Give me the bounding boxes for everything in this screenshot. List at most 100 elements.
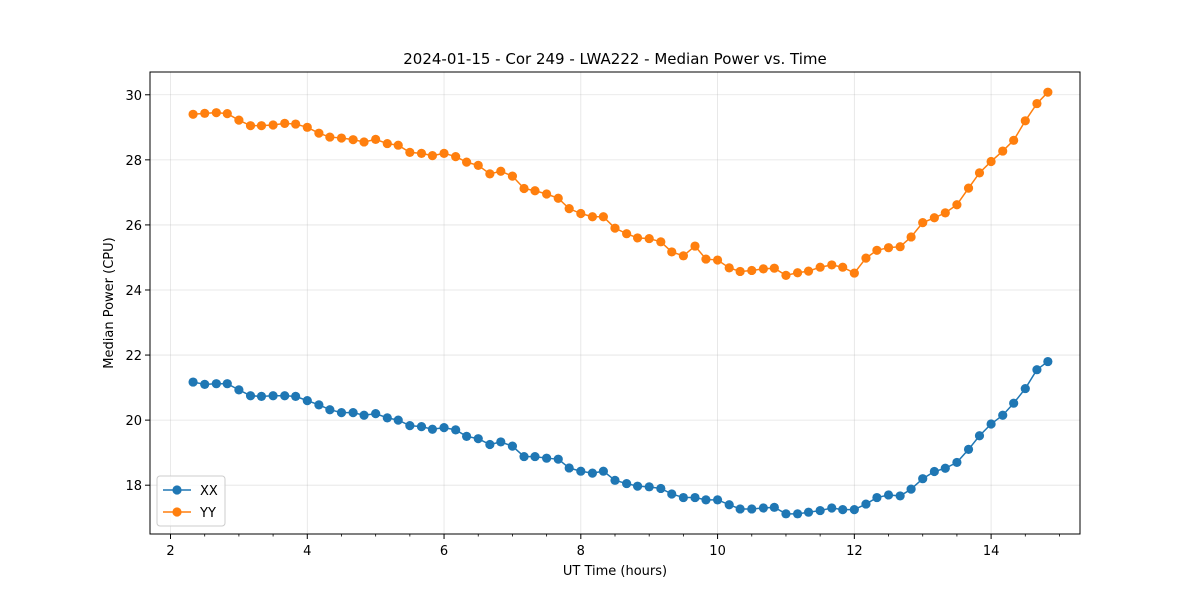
- series-yy-point: [735, 266, 745, 277]
- series-xx-point: [302, 396, 312, 406]
- series-yy-point: [747, 265, 757, 276]
- series-xx-point: [724, 500, 734, 510]
- series-yy-point: [245, 121, 256, 131]
- series-yy-point: [952, 200, 962, 210]
- legend-yy-marker: [172, 507, 182, 517]
- series-xx-point: [998, 410, 1008, 420]
- series-xx-point: [952, 457, 962, 468]
- legend: XX YY: [156, 475, 226, 527]
- series-xx-point: [519, 451, 529, 462]
- series-yy-point: [530, 186, 540, 196]
- series-xx-point: [792, 509, 803, 519]
- series-yy-point: [1032, 98, 1042, 109]
- series-xx-point: [507, 441, 518, 451]
- series-yy-point: [359, 137, 369, 147]
- series-yy-point: [1020, 116, 1030, 126]
- series-xx-point: [861, 499, 871, 509]
- series-xx-point: [291, 391, 301, 401]
- series-xx-point: [462, 431, 472, 441]
- series-yy-point: [188, 109, 198, 119]
- series-xx-point: [234, 385, 244, 395]
- series-yy-point: [598, 212, 608, 222]
- x-tick-label: 14: [983, 544, 1000, 559]
- series-yy-point: [861, 253, 871, 263]
- series-xx-point: [336, 408, 347, 418]
- series-yy-point: [302, 122, 312, 132]
- series-xx-point: [747, 504, 757, 514]
- series-yy-point: [815, 262, 825, 272]
- series-yy-point: [439, 148, 449, 158]
- chart-title: 2024-01-15 - Cor 249 - LWA222 - Median P…: [403, 50, 827, 68]
- series-yy-point: [644, 233, 654, 244]
- series-yy-point: [427, 151, 438, 161]
- x-tick-label: 6: [440, 544, 448, 559]
- series-yy-point: [769, 263, 779, 273]
- series-xx-point: [416, 422, 427, 432]
- legend-xx-marker: [172, 485, 182, 495]
- series-xx-point: [473, 434, 483, 444]
- series-yy-point: [348, 135, 358, 145]
- series-xx-point: [245, 391, 256, 401]
- series-yy-point: [553, 193, 563, 203]
- series-yy-point: [622, 229, 632, 239]
- series-yy-point: [724, 263, 734, 273]
- series-xx-point: [598, 466, 608, 476]
- series-xx-point: [393, 415, 403, 425]
- series-yy-point: [200, 108, 210, 118]
- series-yy-point: [1043, 87, 1053, 97]
- series-xx-point: [576, 466, 586, 476]
- series-xx-point: [815, 505, 825, 516]
- series-xx-point: [758, 503, 768, 513]
- series-xx-point: [906, 484, 916, 494]
- series-xx-point: [280, 391, 290, 401]
- series-xx-point: [371, 409, 381, 419]
- x-tick-label: 2: [166, 544, 174, 559]
- legend-yy-label: YY: [199, 506, 216, 521]
- series-xx-point: [564, 463, 574, 473]
- series-yy-point: [507, 171, 518, 181]
- series-xx-point: [632, 481, 643, 491]
- series-xx-point: [1020, 383, 1030, 394]
- series-xx-point: [678, 492, 688, 503]
- series-yy-point: [325, 132, 335, 142]
- series-yy-point: [234, 115, 244, 125]
- series-xx-point: [781, 509, 791, 519]
- series-yy-point: [963, 183, 974, 193]
- series-yy-point: [256, 121, 267, 131]
- series-xx-point: [553, 454, 563, 464]
- series-xx-point: [359, 410, 369, 420]
- series-yy-point: [496, 166, 506, 176]
- series-xx-point: [530, 451, 540, 462]
- series-xx-line: [192, 360, 1049, 515]
- series-yy-point: [895, 242, 905, 252]
- x-axis-label: UT Time (hours): [563, 564, 667, 579]
- series-xx-point: [849, 505, 859, 515]
- y-tick-label: 20: [125, 414, 142, 429]
- series-xx-point: [382, 413, 392, 423]
- series-yy-point: [792, 268, 803, 278]
- series-xx-point: [587, 468, 598, 478]
- series-yy-point: [690, 241, 700, 251]
- y-tick-label: 18: [125, 479, 142, 494]
- series-yy-point: [451, 151, 461, 162]
- series-yy-point: [701, 254, 711, 264]
- series-xx-point: [451, 425, 461, 435]
- y-axis-label: Median Power (CPU): [102, 237, 117, 368]
- series-xx-point: [838, 505, 848, 515]
- y-tick-label: 30: [125, 89, 142, 104]
- series-xx-point: [542, 453, 552, 463]
- series-yy-point: [940, 208, 950, 218]
- series-yy-point: [883, 243, 894, 253]
- x-tick-label: 10: [709, 544, 726, 559]
- series-yy-point: [291, 119, 301, 129]
- series-yy-point: [827, 260, 837, 270]
- series-xx-point: [769, 502, 779, 512]
- series-yy-point: [974, 168, 985, 178]
- series-yy-point: [576, 208, 586, 219]
- series-yy-point: [610, 223, 620, 233]
- series-xx-point: [918, 474, 928, 484]
- series-yy-point: [781, 270, 791, 280]
